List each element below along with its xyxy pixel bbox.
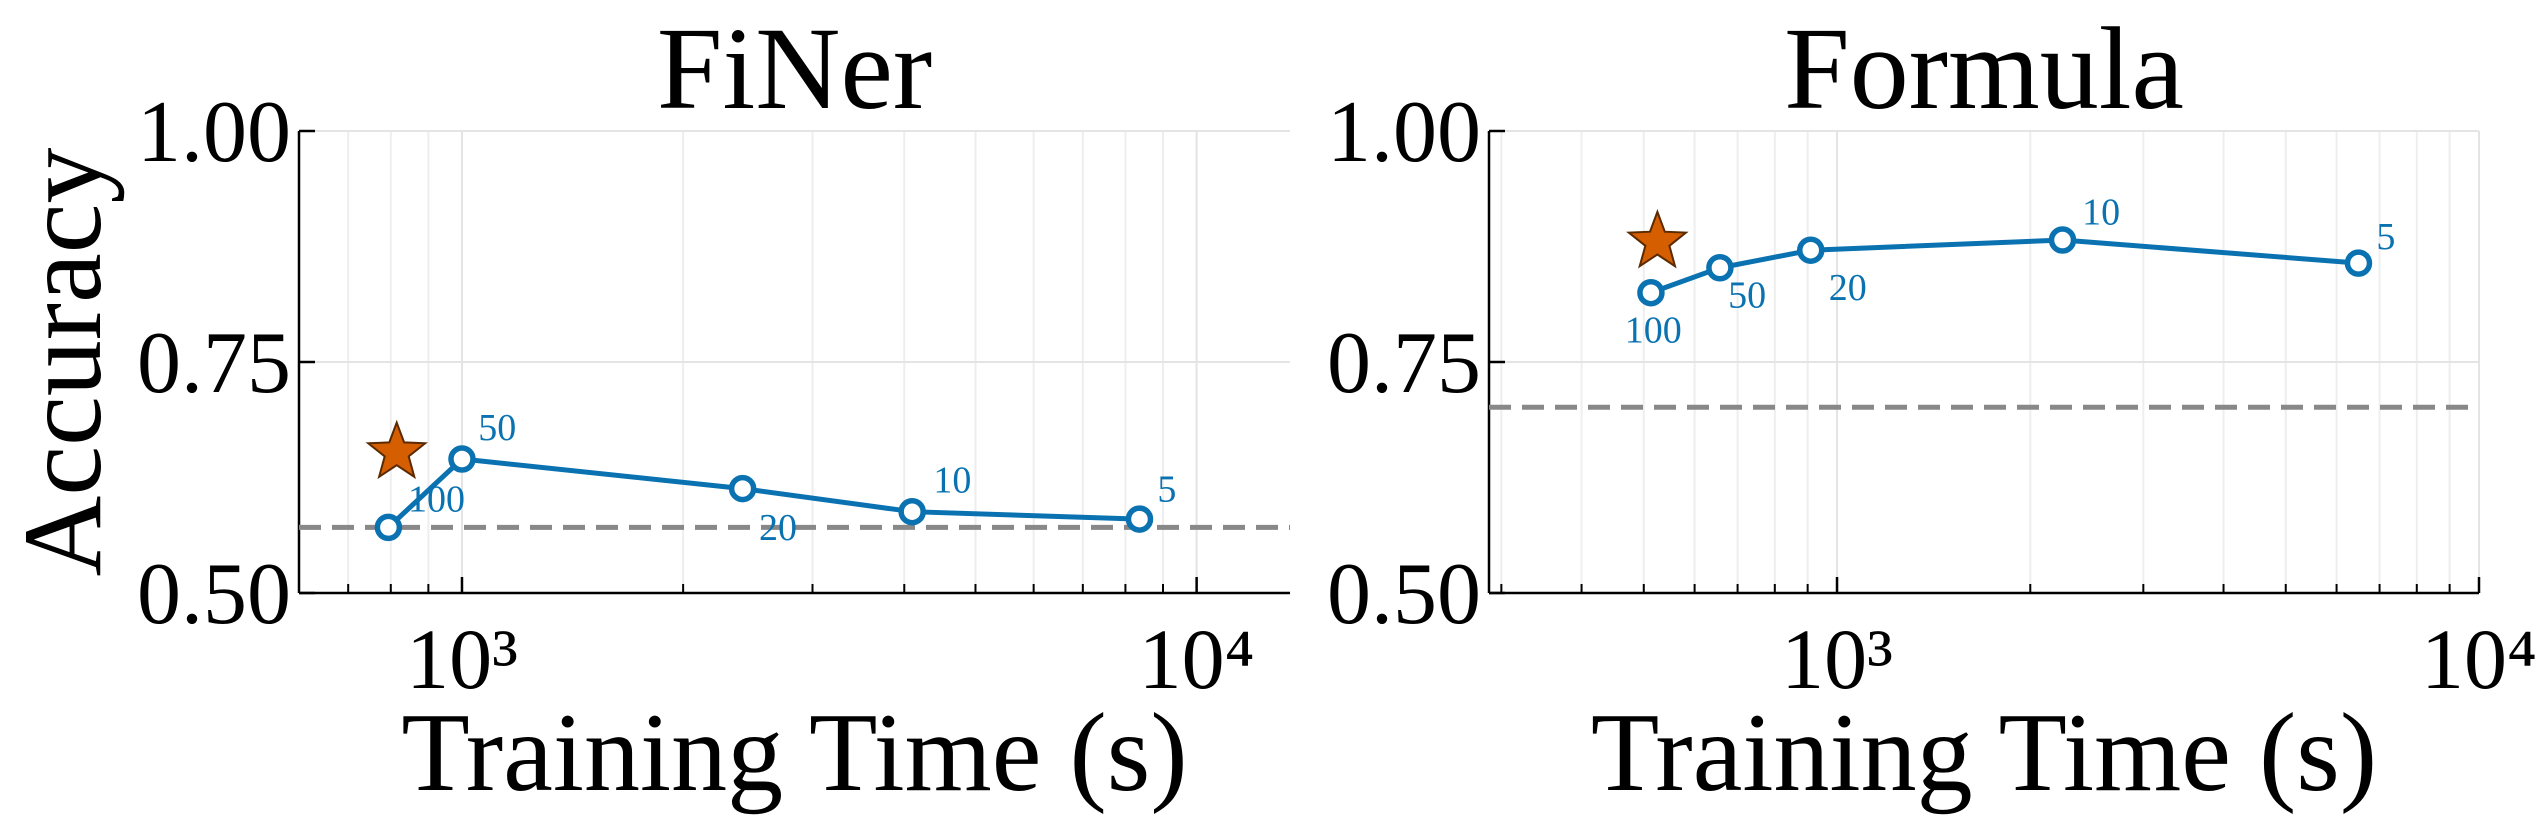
point-label: 10 <box>933 460 971 502</box>
x-axis-label: Training Time (s) <box>1591 691 2377 815</box>
data-point <box>1796 236 1825 264</box>
x-tick-label: 10⁴ <box>2421 611 2537 707</box>
data-point <box>2344 249 2373 277</box>
y-tick-label: 1.00 <box>137 84 291 181</box>
data-point <box>1125 505 1154 533</box>
point-label: 100 <box>408 479 465 521</box>
y-tick-label: 0.50 <box>1327 546 1481 643</box>
data-point <box>374 513 403 542</box>
point-label: 50 <box>478 407 516 449</box>
data-point <box>1637 278 1665 307</box>
chart-title: Formula <box>1784 3 2184 134</box>
star-marker <box>1626 209 1689 269</box>
point-label: 50 <box>1728 275 1766 317</box>
y-tick-label: 1.00 <box>1327 84 1481 181</box>
data-point <box>1706 254 1734 282</box>
point-label: 5 <box>1157 469 1176 511</box>
x-tick-label: 10⁴ <box>1139 611 1255 707</box>
chart-title: FiNer <box>657 3 932 134</box>
y-axis-label: Accuracy <box>1 147 125 576</box>
point-label: 20 <box>1829 267 1867 309</box>
x-tick-label: 10³ <box>1781 611 1893 707</box>
point-label: 10 <box>2082 191 2120 233</box>
x-axis-label: Training Time (s) <box>401 691 1187 815</box>
data-point <box>2048 226 2077 254</box>
data-point <box>898 497 926 526</box>
star-marker <box>365 419 428 480</box>
data-point <box>448 445 476 473</box>
point-label: 5 <box>2376 216 2395 258</box>
y-tick-label: 0.75 <box>137 315 291 412</box>
y-tick-label: 0.75 <box>1327 315 1481 412</box>
x-tick-label: 10³ <box>406 611 518 707</box>
data-point <box>728 474 757 503</box>
point-label: 20 <box>759 507 797 549</box>
y-tick-label: 0.50 <box>137 546 291 643</box>
point-label: 100 <box>1625 309 1682 351</box>
